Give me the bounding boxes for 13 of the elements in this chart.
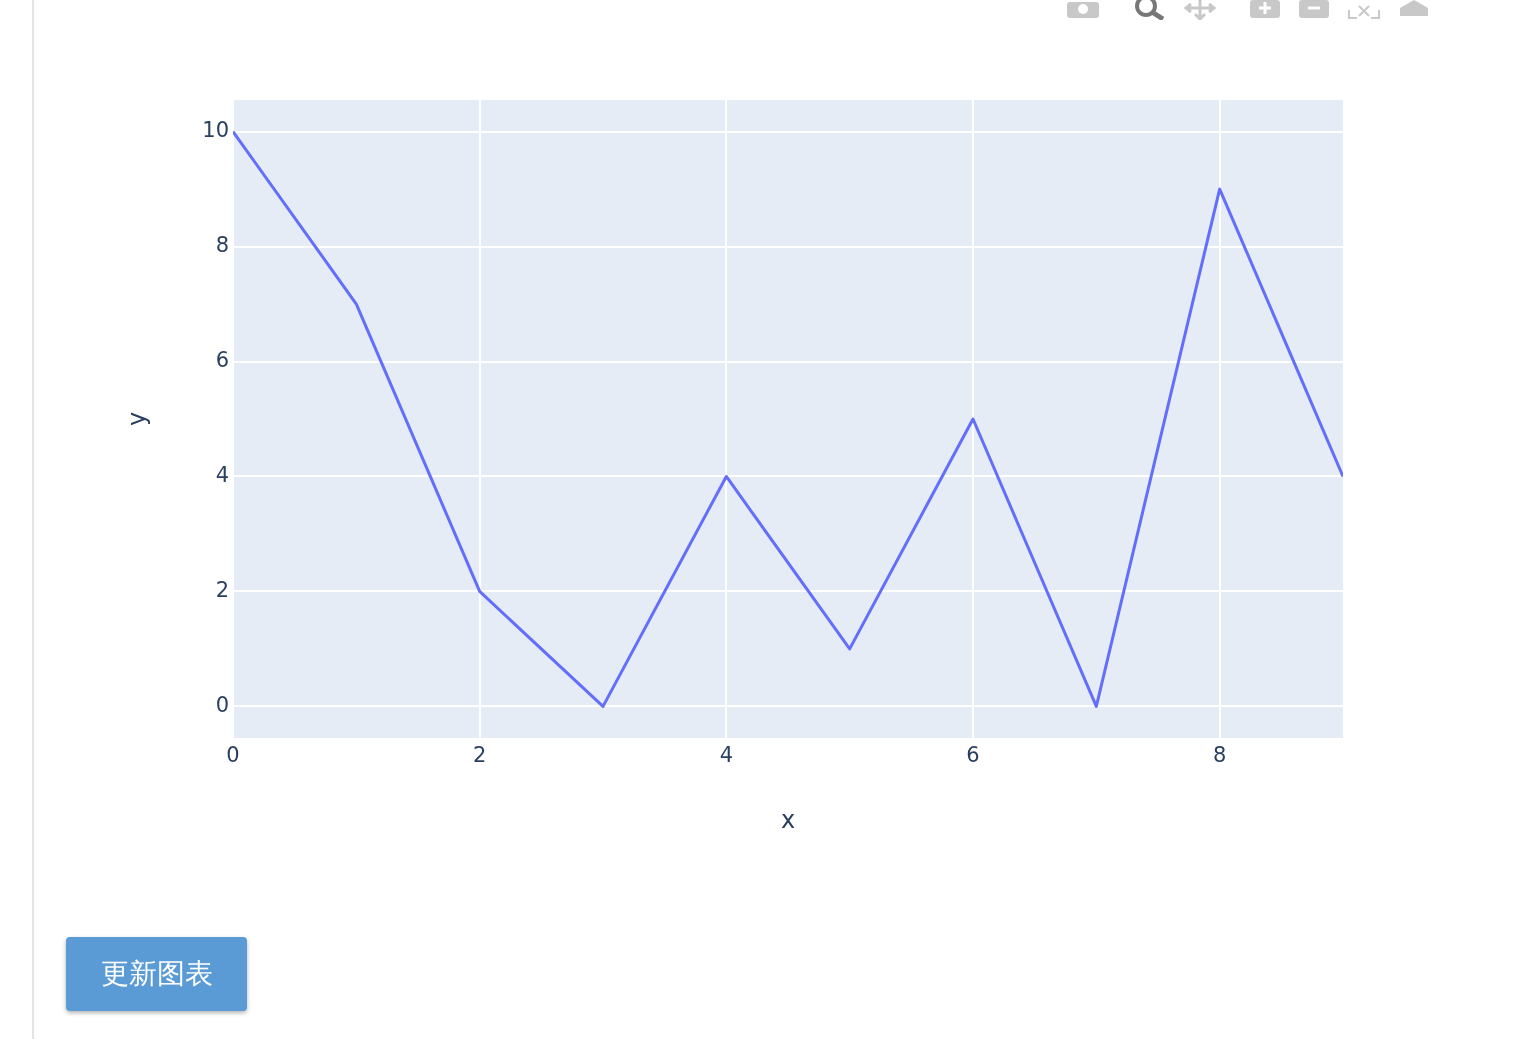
y-tick-label: 6 xyxy=(215,347,229,372)
y-tick-label: 8 xyxy=(215,233,229,258)
x-tick-label: 2 xyxy=(472,743,487,768)
x-tick-label: 8 xyxy=(1212,743,1227,768)
text: 更新图表 xyxy=(66,937,247,1011)
y-tick-label: 10 xyxy=(202,118,229,143)
x-tick-label: 4 xyxy=(719,743,734,768)
y-axis-title: y xyxy=(122,411,151,427)
y-tick-label: 2 xyxy=(215,577,229,602)
x-axis-title: x xyxy=(780,805,796,834)
x-tick-label: 6 xyxy=(966,743,980,768)
y-tick-label: 4 xyxy=(215,462,229,487)
y-tick-label: 0 xyxy=(215,692,229,717)
